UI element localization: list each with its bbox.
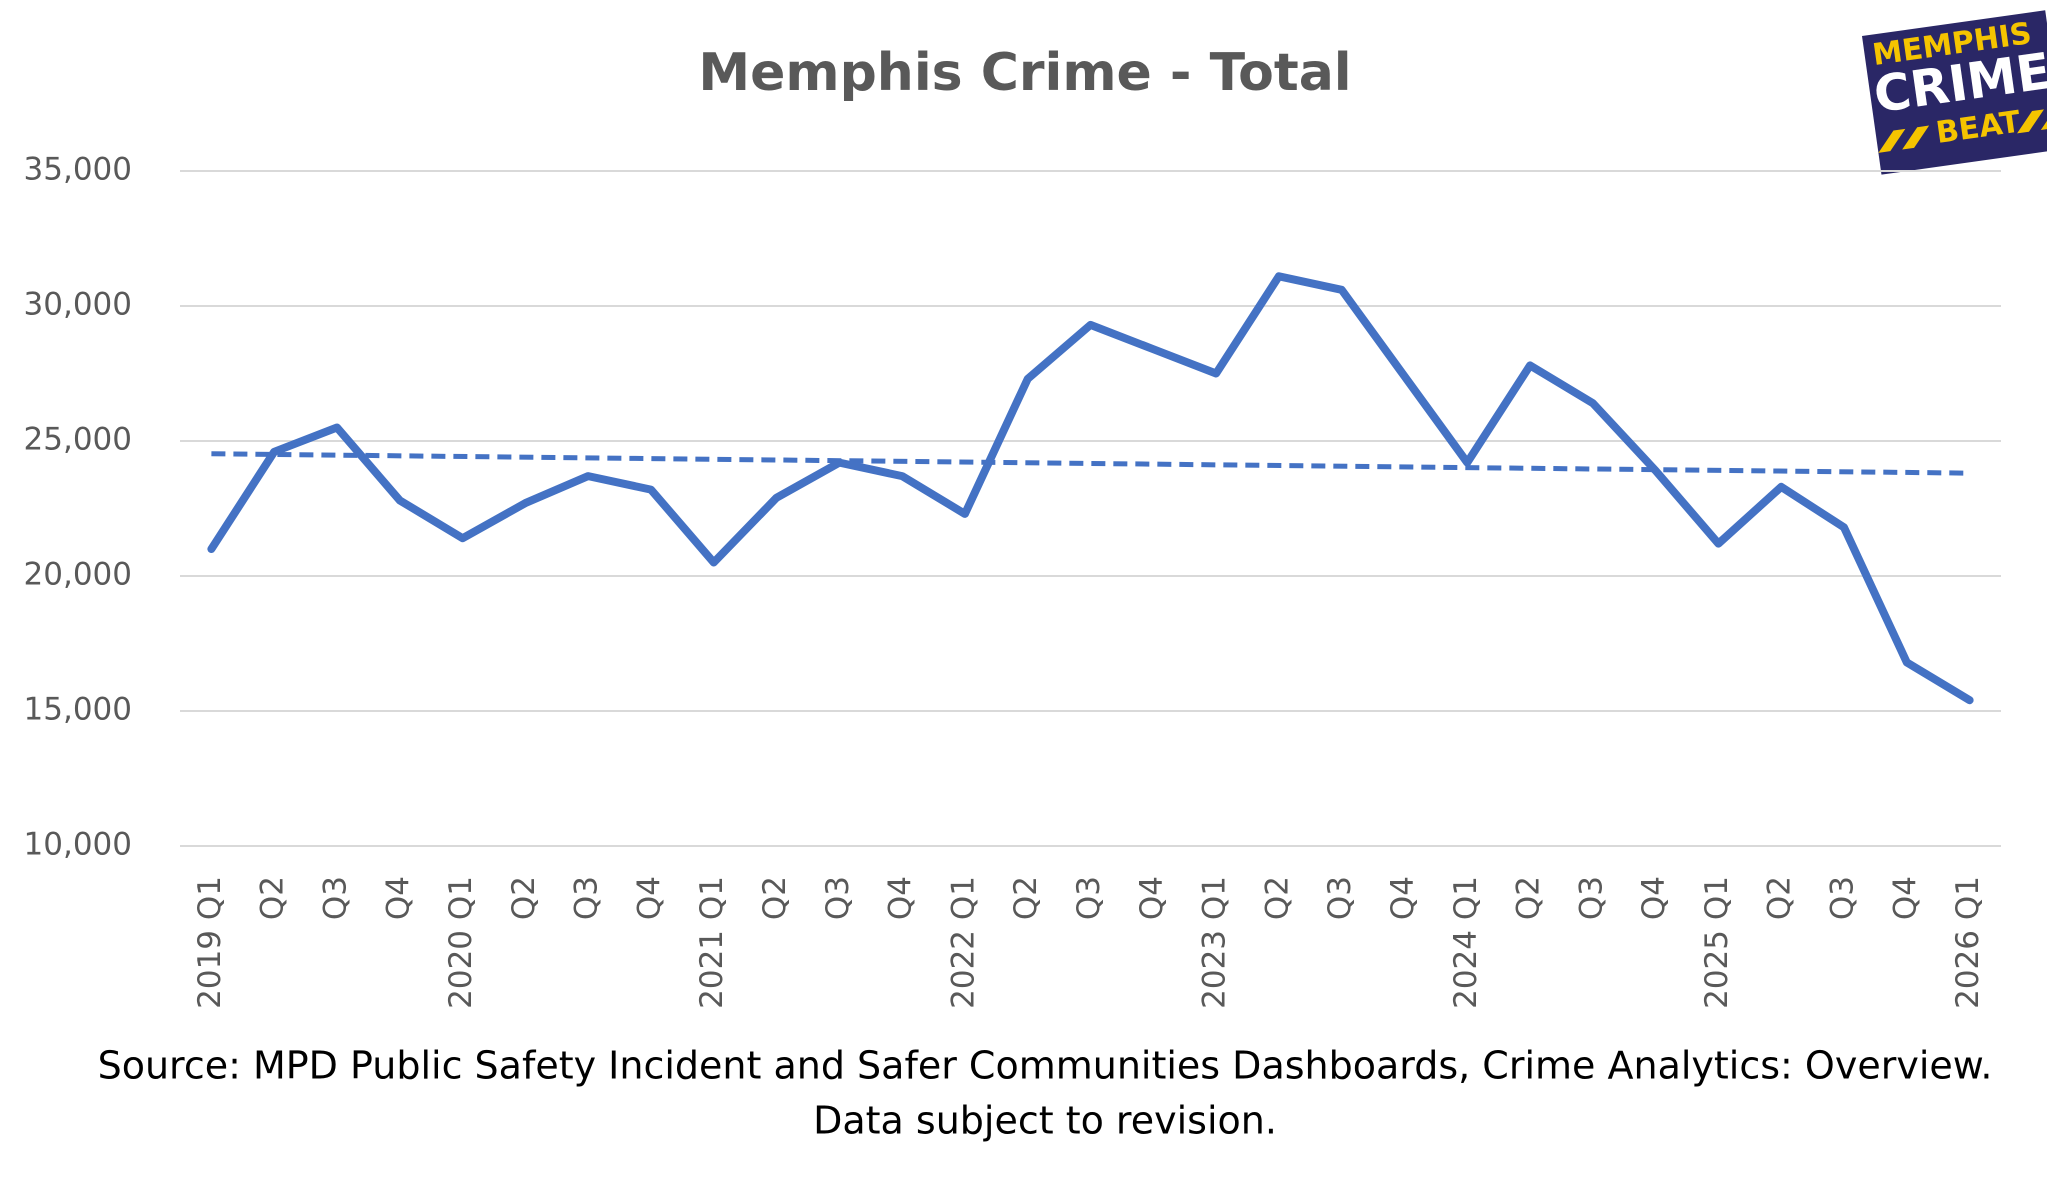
y-tick-label: 20,000 xyxy=(24,557,132,593)
x-tick-label: Q3 xyxy=(1573,876,1609,920)
x-tick-label: Q4 xyxy=(1134,876,1170,920)
x-tick-label: 2025 Q1 xyxy=(1699,876,1735,1009)
x-tick-label: Q4 xyxy=(631,876,667,920)
x-tick-label: 2023 Q1 xyxy=(1197,876,1233,1009)
x-tick-label: Q3 xyxy=(1322,876,1358,920)
y-tick-label: 15,000 xyxy=(24,692,132,728)
logo-stripes xyxy=(1878,107,2047,153)
x-tick-label: 2019 Q1 xyxy=(192,876,228,1009)
y-tick-label: 30,000 xyxy=(24,287,132,323)
x-tick-label: Q3 xyxy=(569,876,605,920)
x-tick-label: Q4 xyxy=(1887,876,1923,920)
x-tick-label: Q2 xyxy=(1511,876,1547,920)
logo: MEMPHIS CRIME BEAT xyxy=(1862,10,2047,175)
x-tick-label: 2024 Q1 xyxy=(1448,876,1484,1009)
x-tick-label: 2026 Q1 xyxy=(1950,876,1986,1009)
x-tick-label: 2021 Q1 xyxy=(694,876,730,1009)
chart-title: Memphis Crime - Total xyxy=(698,43,1351,103)
logo-background xyxy=(1862,10,2047,175)
x-tick-label: 2022 Q1 xyxy=(945,876,981,1009)
y-tick-label: 10,000 xyxy=(24,827,132,863)
x-tick-label: Q4 xyxy=(380,876,416,920)
trendline xyxy=(211,451,1970,476)
x-tick-label: Q4 xyxy=(883,876,919,920)
x-tick-label: Q4 xyxy=(1636,876,1672,920)
data-line xyxy=(207,272,1974,705)
y-tick-label: 25,000 xyxy=(24,422,132,458)
x-tick-label: Q2 xyxy=(1259,876,1295,920)
x-tick-label: 2020 Q1 xyxy=(443,876,479,1009)
x-tick-label: Q3 xyxy=(1071,876,1107,920)
x-tick-label: Q2 xyxy=(506,876,542,920)
source-note: Data subject to revision. xyxy=(813,1099,1277,1143)
x-tick-label: Q4 xyxy=(1385,876,1421,920)
x-tick-label: Q2 xyxy=(1008,876,1044,920)
x-tick-label: Q2 xyxy=(1762,876,1798,920)
x-tick-label: Q3 xyxy=(317,876,353,920)
source-note: Source: MPD Public Safety Incident and S… xyxy=(98,1044,1993,1088)
x-tick-label: Q3 xyxy=(820,876,856,920)
y-tick-label: 35,000 xyxy=(24,152,132,188)
x-tick-label: Q2 xyxy=(255,876,291,920)
x-tick-label: Q3 xyxy=(1825,876,1861,920)
x-tick-label: Q2 xyxy=(757,876,793,920)
